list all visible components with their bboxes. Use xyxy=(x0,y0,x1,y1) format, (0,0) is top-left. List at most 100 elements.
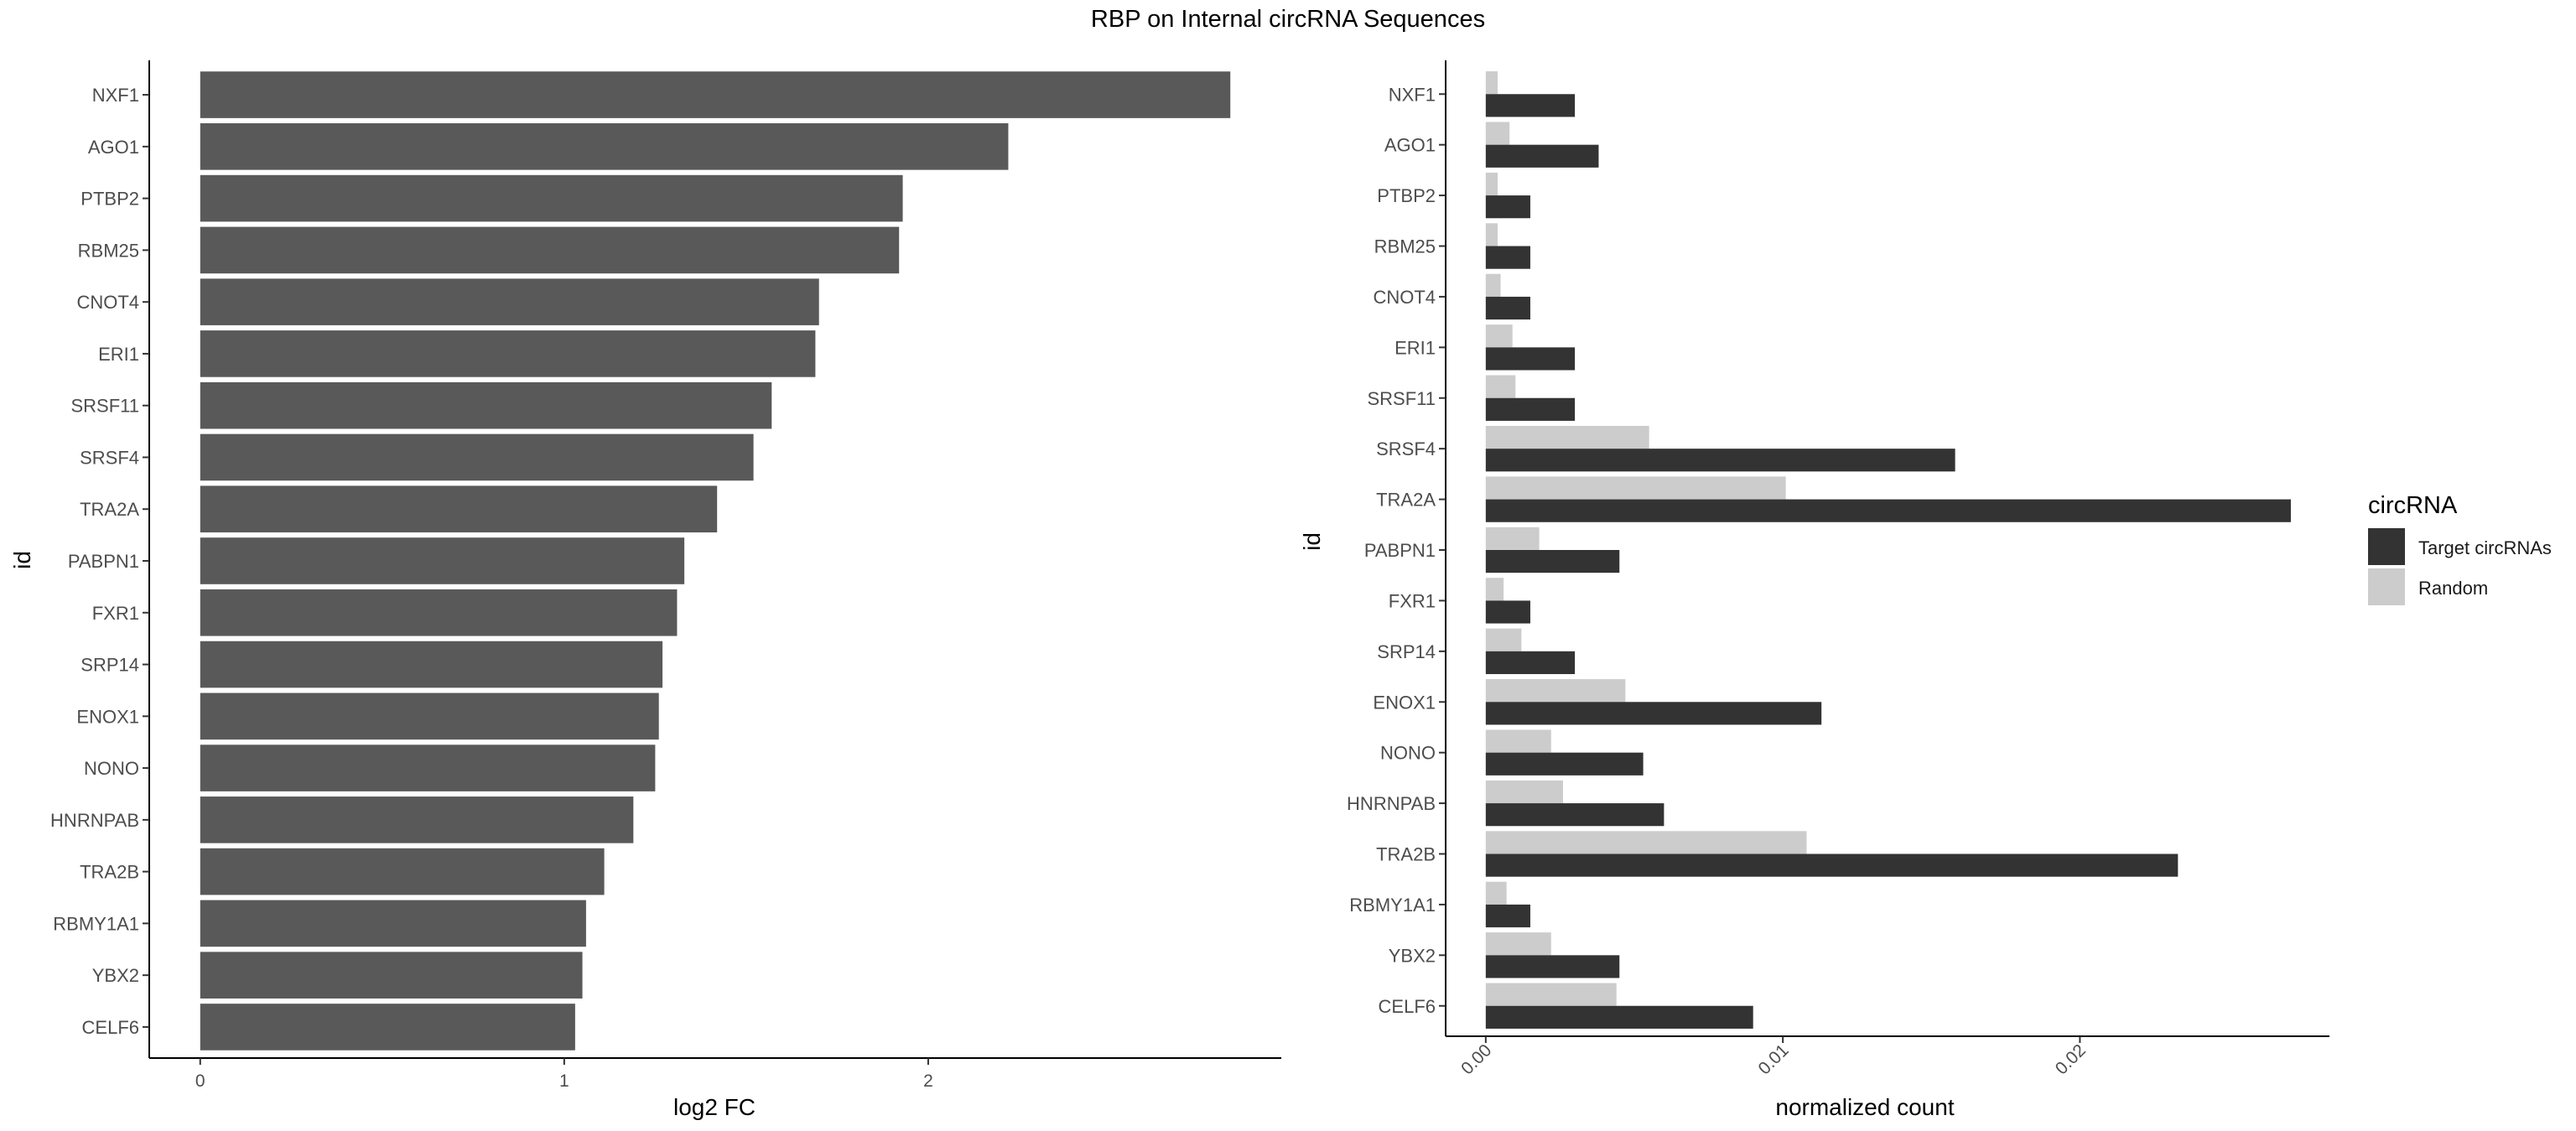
y-tick-label-celf6: CELF6 xyxy=(82,1017,139,1038)
bar-target-circrnas-tra2b xyxy=(1485,853,2179,877)
y-tick-label-srsf4: SRSF4 xyxy=(1376,438,1436,459)
bar-fxr1 xyxy=(200,589,678,636)
bar-random-pabpn1 xyxy=(1485,527,1540,550)
bar-target-circrnas-enox1 xyxy=(1485,702,1822,725)
y-tick-label-fxr1: FXR1 xyxy=(92,603,139,624)
legend-key-random xyxy=(2368,568,2405,605)
left-panel: 0 1 2 NXF1 AGO1 PTBP2 RBM25 CNOT4 ERI1 SRSF11 SRSF… xyxy=(50,60,1281,1091)
bar-nxf1 xyxy=(200,71,1231,118)
bar-celf6 xyxy=(200,1004,575,1051)
bar-eri1 xyxy=(200,330,816,377)
bar-target-circrnas-srp14 xyxy=(1485,651,1576,675)
bar-target-circrnas-rbm25 xyxy=(1485,246,1530,269)
bar-random-nxf1 xyxy=(1485,71,1498,95)
y-tick-label-srsf11: SRSF11 xyxy=(70,396,139,417)
bar-random-fxr1 xyxy=(1485,578,1504,601)
bar-random-srp14 xyxy=(1485,628,1522,651)
bar-random-ago1 xyxy=(1485,122,1510,145)
bar-random-celf6 xyxy=(1485,983,1617,1006)
y-tick-label-ptbp2: PTBP2 xyxy=(80,189,139,210)
y-tick-label-srp14: SRP14 xyxy=(1377,641,1436,662)
bar-target-circrnas-pabpn1 xyxy=(1485,550,1620,573)
y-tick-label-srsf4: SRSF4 xyxy=(80,447,139,468)
y-tick-label-nxf1: NXF1 xyxy=(92,85,139,106)
y-tick-label-tra2a: TRA2A xyxy=(1376,490,1436,511)
chart-title: RBP on Internal circRNA Sequences xyxy=(1091,6,1485,33)
y-tick-label-rbmy1a1: RBMY1A1 xyxy=(1349,895,1436,916)
bar-random-cnot4 xyxy=(1485,273,1501,297)
legend-label-random: Random xyxy=(2418,578,2488,599)
y-tick-label-ybx2: YBX2 xyxy=(92,965,139,986)
bar-tra2b xyxy=(200,848,605,895)
bar-random-hnrnpab xyxy=(1485,780,1563,804)
bar-tra2a xyxy=(200,485,718,533)
y-tick-label-srp14: SRP14 xyxy=(80,655,139,676)
y-tick-label-rbm25: RBM25 xyxy=(1374,236,1436,257)
bar-random-eri1 xyxy=(1485,324,1513,348)
y-tick-label-celf6: CELF6 xyxy=(1379,996,1436,1017)
bar-random-enox1 xyxy=(1485,679,1626,703)
bar-srsf11 xyxy=(200,381,772,429)
bar-random-tra2a xyxy=(1485,476,1786,500)
bar-random-rbm25 xyxy=(1485,223,1498,246)
y-tick-label-nxf1: NXF1 xyxy=(1389,84,1436,105)
x-tick-label: 2 xyxy=(923,1071,933,1091)
right-y-axis-title: id xyxy=(1299,532,1325,551)
bar-target-circrnas-ybx2 xyxy=(1485,955,1620,978)
bar-target-circrnas-srsf11 xyxy=(1485,397,1576,421)
y-tick-label-eri1: ERI1 xyxy=(1394,337,1436,358)
y-tick-label-hnrnpab: HNRNPAB xyxy=(50,810,139,831)
y-tick-label-tra2b: TRA2B xyxy=(1376,844,1436,865)
bar-hnrnpab xyxy=(200,796,634,843)
right-x-axis-title: normalized count xyxy=(1775,1094,1954,1120)
bar-random-srsf4 xyxy=(1485,425,1649,449)
bar-target-circrnas-rbmy1a1 xyxy=(1485,904,1530,928)
y-tick-label-ptbp2: PTBP2 xyxy=(1377,185,1436,206)
bar-srp14 xyxy=(200,641,663,688)
bar-random-rbmy1a1 xyxy=(1485,881,1507,905)
bar-cnot4 xyxy=(200,278,819,325)
bar-target-circrnas-hnrnpab xyxy=(1485,803,1665,827)
x-tick-label: 0.02 xyxy=(2052,1040,2090,1078)
bar-rbmy1a1 xyxy=(200,900,586,947)
y-tick-label-cnot4: CNOT4 xyxy=(76,292,139,313)
bar-enox1 xyxy=(200,693,659,740)
x-tick-label: 0 xyxy=(195,1071,205,1091)
bar-target-circrnas-nono xyxy=(1485,752,1644,776)
y-tick-label-ybx2: YBX2 xyxy=(1389,945,1436,966)
bar-random-ybx2 xyxy=(1485,932,1551,956)
bar-random-srsf11 xyxy=(1485,375,1516,398)
x-tick-label: 1 xyxy=(559,1071,569,1091)
y-tick-label-nono: NONO xyxy=(1380,743,1436,764)
bar-pabpn1 xyxy=(200,537,685,584)
x-tick-label: 0.01 xyxy=(1754,1040,1792,1078)
bar-target-circrnas-nxf1 xyxy=(1485,94,1576,117)
right-panel: 0.00 0.01 0.02 NXF1 AGO1 PTBP2 RBM25 CNOT4 ERI1 S… xyxy=(1347,60,2329,1078)
y-tick-label-rbmy1a1: RBMY1A1 xyxy=(53,913,139,934)
y-tick-label-rbm25: RBM25 xyxy=(78,240,139,261)
bar-ago1 xyxy=(200,123,1009,170)
y-tick-label-nono: NONO xyxy=(84,758,139,779)
bar-target-circrnas-tra2a xyxy=(1485,499,2291,522)
bar-target-circrnas-ptbp2 xyxy=(1485,195,1530,219)
left-y-axis-title: id xyxy=(9,551,35,569)
left-x-axis-title: log2 FC xyxy=(673,1094,756,1120)
y-tick-label-ago1: AGO1 xyxy=(88,137,139,158)
bar-target-circrnas-ago1 xyxy=(1485,144,1599,168)
legend-label-target: Target circRNAs xyxy=(2418,537,2552,558)
legend: circRNA Target circRNAs Random xyxy=(2368,492,2552,605)
bar-random-ptbp2 xyxy=(1485,172,1498,196)
y-tick-label-eri1: ERI1 xyxy=(98,344,139,365)
bar-target-circrnas-fxr1 xyxy=(1485,600,1530,624)
bar-rbm25 xyxy=(200,226,900,274)
y-tick-label-pabpn1: PABPN1 xyxy=(1364,540,1436,561)
y-tick-label-ago1: AGO1 xyxy=(1384,135,1436,156)
bar-nono xyxy=(200,744,656,791)
bar-target-circrnas-cnot4 xyxy=(1485,296,1530,320)
y-tick-label-pabpn1: PABPN1 xyxy=(68,551,139,572)
bar-random-nono xyxy=(1485,729,1551,753)
bar-target-circrnas-eri1 xyxy=(1485,347,1576,371)
y-tick-label-cnot4: CNOT4 xyxy=(1373,287,1436,308)
